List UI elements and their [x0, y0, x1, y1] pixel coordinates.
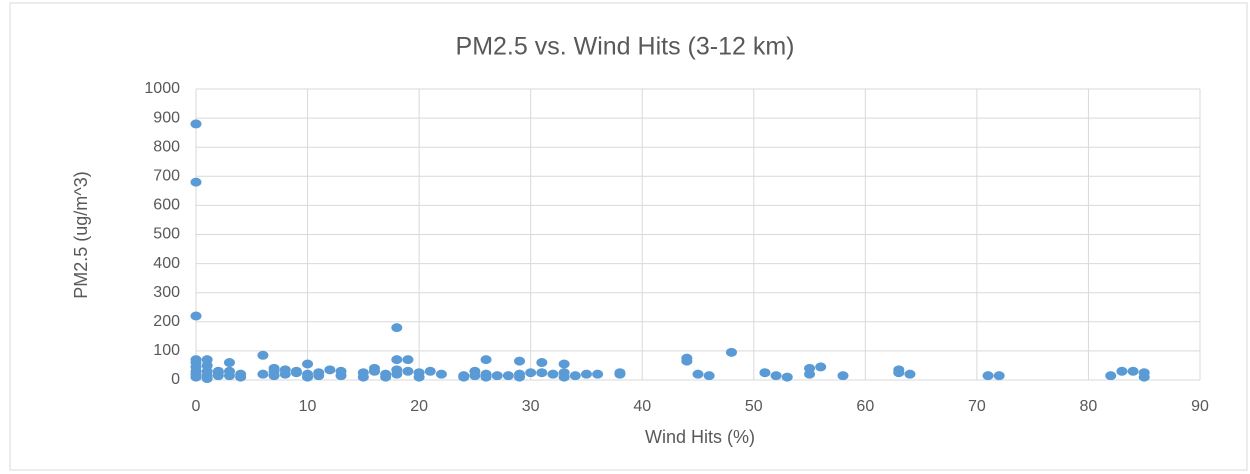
point [391, 369, 403, 379]
point [335, 371, 347, 381]
point [491, 371, 503, 381]
point [424, 366, 436, 376]
point [536, 368, 548, 378]
point [614, 369, 626, 379]
point [402, 355, 414, 365]
point [290, 366, 302, 376]
y-tick-label: 900 [153, 109, 180, 126]
x-tick-label: 10 [299, 398, 317, 415]
point [982, 371, 994, 381]
point [1138, 372, 1150, 382]
point [212, 368, 224, 378]
chart-frame [9, 2, 1248, 471]
y-tick-label: 300 [153, 284, 180, 301]
point [402, 366, 414, 376]
point [815, 362, 827, 372]
x-tick-label: 50 [745, 398, 763, 415]
y-tick-label: 800 [153, 138, 180, 155]
x-tick-label: 90 [1191, 398, 1209, 415]
point [190, 311, 202, 321]
point [536, 358, 548, 368]
x-tick-label: 60 [856, 398, 874, 415]
point [681, 356, 693, 366]
point [770, 371, 782, 381]
point [1105, 371, 1117, 381]
x-tick-label: 40 [633, 398, 651, 415]
y-tick-label: 1000 [144, 80, 180, 97]
y-tick-label: 200 [153, 313, 180, 330]
point [525, 368, 537, 378]
point [502, 371, 514, 381]
point [324, 365, 336, 375]
point [313, 368, 325, 378]
point [759, 368, 771, 378]
y-axis-label: PM2.5 (ug/m^3) [71, 171, 91, 299]
x-tick-label: 20 [410, 398, 428, 415]
point [480, 355, 492, 365]
chart-title: PM2.5 vs. Wind Hits (3-12 km) [456, 33, 795, 61]
point [302, 359, 314, 369]
y-tick-label: 0 [171, 371, 180, 388]
point [357, 372, 369, 382]
x-tick-label: 0 [192, 398, 201, 415]
point [190, 119, 202, 129]
point [190, 372, 202, 382]
point [257, 369, 269, 379]
x-tick-label: 30 [522, 398, 540, 415]
point [893, 368, 905, 378]
y-tick-label: 100 [153, 342, 180, 359]
point [703, 371, 715, 381]
point [223, 371, 235, 381]
point [514, 372, 526, 382]
point [993, 371, 1005, 381]
point [257, 350, 269, 360]
point [268, 363, 280, 373]
x-tick-label: 80 [1080, 398, 1098, 415]
y-tick-label: 500 [153, 226, 180, 243]
point [380, 372, 392, 382]
y-tick-label: 700 [153, 168, 180, 185]
point [268, 371, 280, 381]
point [223, 358, 235, 368]
point [1116, 366, 1128, 376]
point [435, 369, 447, 379]
point [558, 372, 570, 382]
point [391, 323, 403, 333]
point [547, 369, 559, 379]
point [592, 369, 604, 379]
point [190, 177, 202, 187]
x-tick-label: 70 [968, 398, 986, 415]
point [514, 356, 526, 366]
point [837, 371, 849, 381]
point [279, 365, 291, 375]
point [781, 372, 793, 382]
point [1127, 366, 1139, 376]
point [458, 372, 470, 382]
point [904, 369, 916, 379]
x-axis-label: Wind Hits (%) [645, 427, 755, 447]
point [201, 374, 213, 384]
point [469, 371, 481, 381]
point [558, 359, 570, 369]
point [480, 372, 492, 382]
point [725, 347, 737, 357]
point [569, 371, 581, 381]
point [413, 372, 425, 382]
point [804, 369, 816, 379]
point [235, 372, 247, 382]
point [692, 369, 704, 379]
point [368, 366, 380, 376]
point [391, 355, 403, 365]
y-tick-label: 400 [153, 255, 180, 272]
point [580, 369, 592, 379]
point [302, 372, 314, 382]
y-tick-label: 600 [153, 197, 180, 214]
